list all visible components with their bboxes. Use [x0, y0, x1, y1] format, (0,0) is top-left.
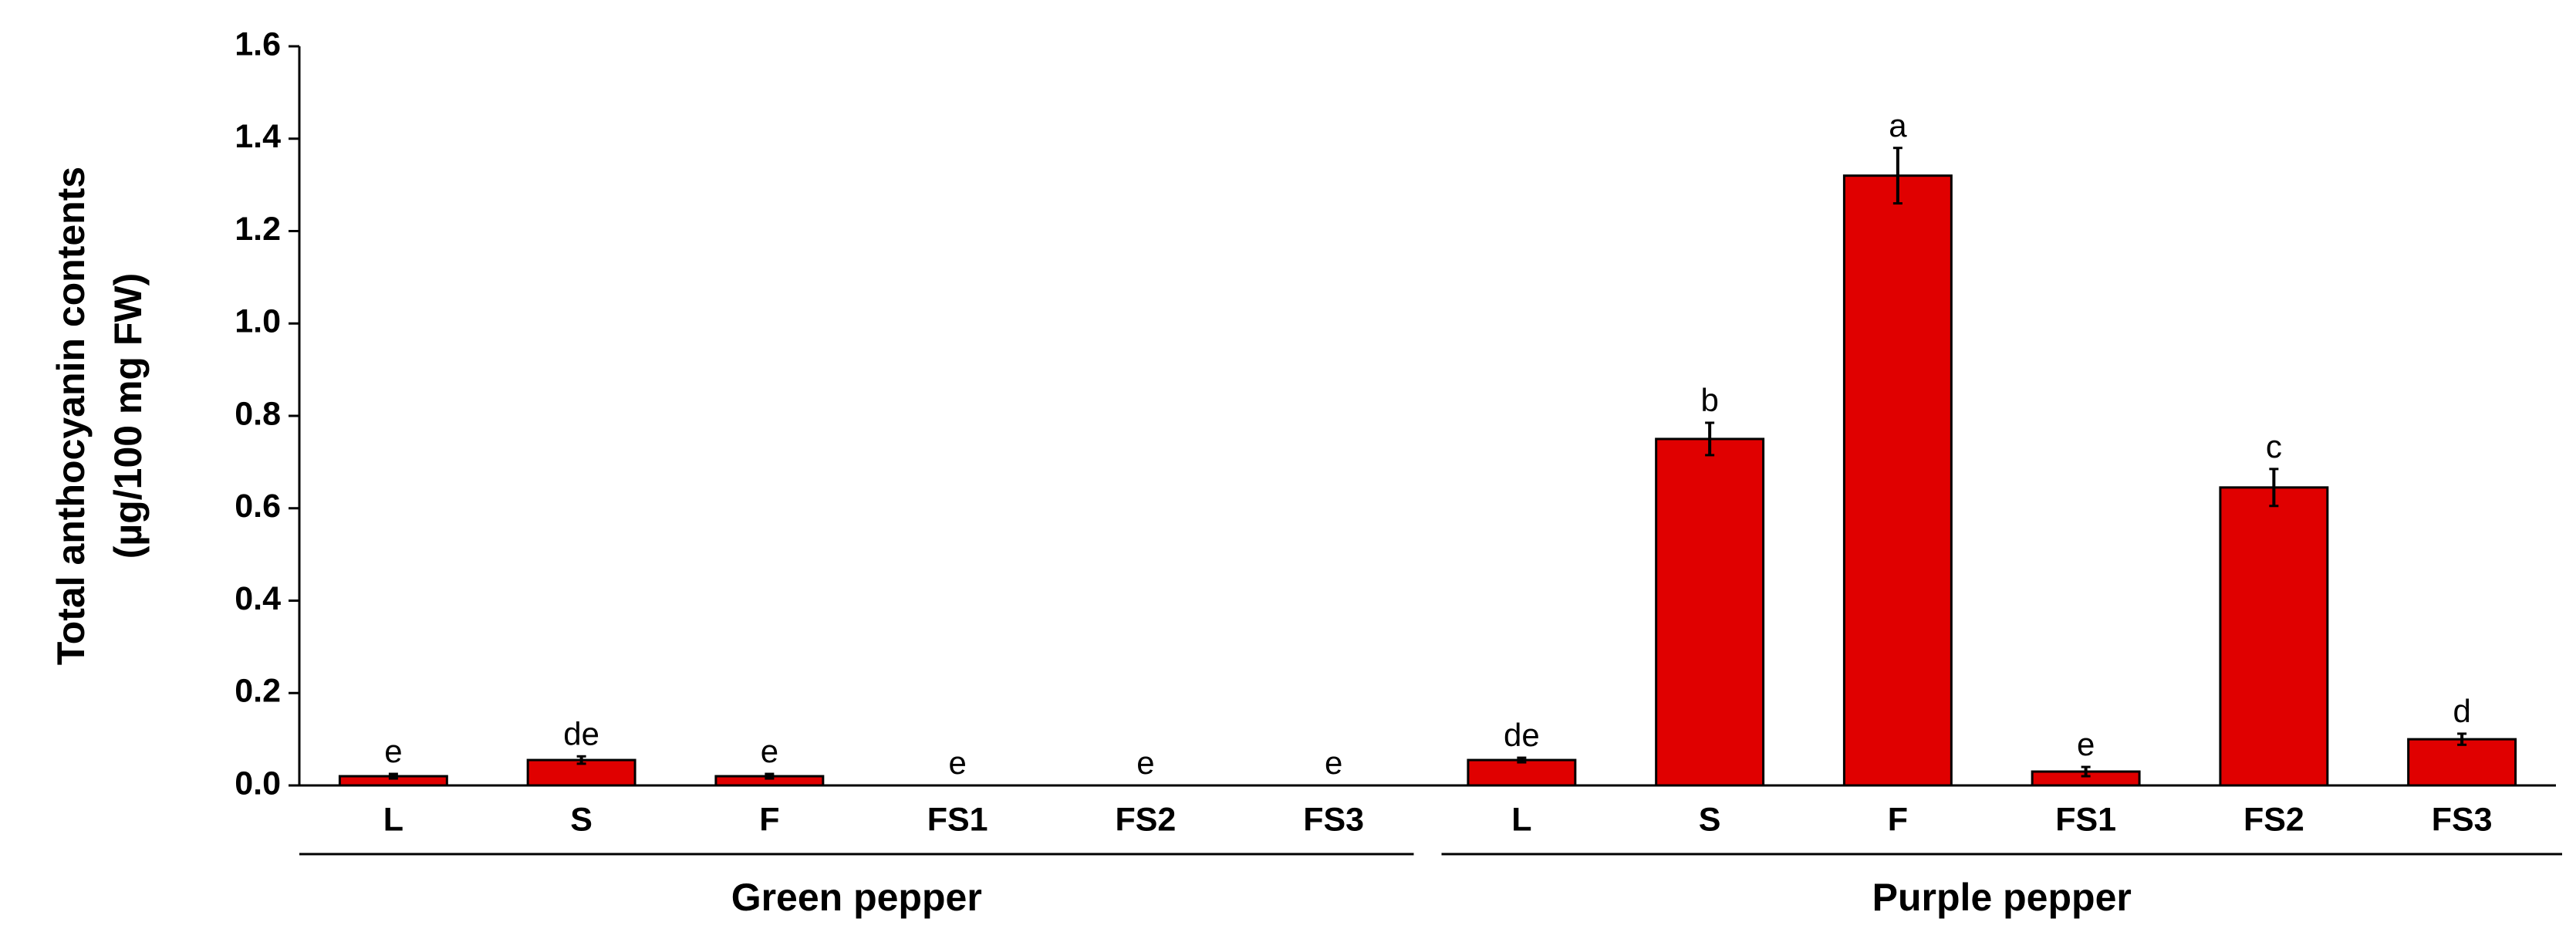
- y-axis-label: Total anthocyanin contents: [49, 167, 93, 665]
- y-tick-label: 1.4: [235, 118, 281, 155]
- significance-letter: e: [948, 745, 966, 781]
- y-label-group: (µg/100 mg FW): [106, 273, 150, 559]
- x-tick-label: FS3: [2432, 801, 2493, 838]
- y-tick-label: 0.0: [235, 765, 281, 802]
- bar: [1467, 758, 1577, 787]
- x-tick-label: S: [1699, 801, 1721, 838]
- y-tick-label: 0.2: [235, 673, 281, 710]
- x-tick-label: F: [759, 801, 779, 838]
- y-tick-label: 0.4: [235, 580, 281, 617]
- significance-letter: c: [2266, 428, 2282, 464]
- y-tick-label: 1.2: [235, 211, 281, 248]
- x-tick-label: S: [570, 801, 593, 838]
- significance-letter: b: [1700, 382, 1718, 418]
- y-tick-label: 1.0: [235, 303, 281, 340]
- bar: [2407, 738, 2517, 787]
- significance-letter: d: [2453, 693, 2470, 729]
- group-label: Green pepper: [731, 876, 982, 919]
- y-tick-label: 1.6: [235, 25, 281, 62]
- bar: [1655, 437, 1765, 787]
- x-tick-label: FS1: [927, 801, 988, 838]
- significance-letter: de: [563, 715, 599, 751]
- significance-letter: e: [2077, 726, 2095, 762]
- x-tick-label: L: [1511, 801, 1531, 838]
- x-tick-label: FS2: [2243, 801, 2304, 838]
- y-tick-label: 0.8: [235, 395, 281, 432]
- group-label: Purple pepper: [1872, 876, 2132, 919]
- x-tick-label: L: [383, 801, 403, 838]
- x-tick-label: FS1: [2055, 801, 2116, 838]
- y-label-group: Total anthocyanin contents: [49, 167, 93, 665]
- y-tick-label: 0.6: [235, 488, 281, 525]
- bar: [1842, 174, 1953, 787]
- y-axis-label: (µg/100 mg FW): [106, 273, 150, 559]
- significance-letter: de: [1504, 717, 1540, 753]
- x-tick-label: FS3: [1303, 801, 1364, 838]
- significance-letter: a: [1889, 107, 1907, 144]
- x-tick-label: FS2: [1115, 801, 1176, 838]
- bar: [2219, 486, 2329, 787]
- significance-letter: e: [1136, 745, 1154, 781]
- significance-letter: e: [1325, 745, 1342, 781]
- x-tick-label: F: [1888, 801, 1908, 838]
- significance-letter: e: [761, 733, 778, 769]
- significance-letter: e: [384, 733, 402, 769]
